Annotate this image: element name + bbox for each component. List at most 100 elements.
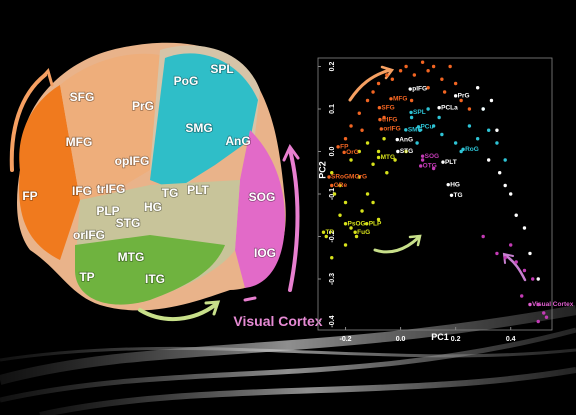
point-label: trIFG	[382, 116, 398, 123]
decoration	[0, 305, 576, 415]
point	[349, 124, 353, 128]
point	[330, 256, 334, 260]
labeled-point	[418, 164, 423, 168]
point	[360, 209, 364, 213]
brain-diagram	[17, 42, 286, 311]
point	[459, 98, 463, 103]
labeled-point	[343, 222, 348, 226]
region-label: PoG	[174, 74, 199, 88]
point-label: AnG	[399, 136, 413, 143]
region-label: TG	[162, 186, 179, 200]
point	[536, 277, 540, 281]
point	[531, 277, 535, 281]
labeled-point	[408, 87, 412, 91]
point	[365, 141, 370, 145]
point	[338, 213, 342, 217]
point	[357, 175, 361, 179]
point	[522, 226, 527, 230]
point	[495, 128, 499, 132]
point	[415, 141, 419, 145]
point	[486, 158, 491, 162]
labeled-point	[376, 155, 381, 160]
labeled-point	[404, 128, 408, 132]
point	[448, 64, 452, 69]
region-label: IOG	[254, 246, 276, 260]
labeled-point	[409, 110, 413, 115]
region-label: MTG	[118, 250, 145, 264]
point	[420, 158, 425, 162]
point	[343, 137, 348, 141]
arrows	[9, 65, 527, 322]
point	[371, 200, 375, 205]
point-label: orIFG	[383, 126, 400, 133]
point	[528, 251, 532, 256]
point	[398, 69, 403, 73]
point	[354, 234, 359, 239]
region-label: PrG	[132, 99, 154, 113]
point	[376, 217, 381, 222]
point	[409, 115, 414, 120]
region-label: MFG	[66, 135, 93, 149]
labeled-point	[453, 94, 458, 98]
y-tick-label: 0.2	[329, 62, 336, 72]
point	[338, 183, 342, 188]
point-label: OrG	[346, 149, 359, 156]
point-label: PCu	[420, 124, 433, 131]
point	[390, 77, 395, 81]
point	[495, 141, 499, 145]
point-label: MFG	[393, 96, 407, 103]
point	[385, 73, 389, 77]
point	[431, 64, 436, 69]
point	[440, 132, 444, 137]
region-label: HG	[144, 200, 162, 214]
labeled-point	[441, 160, 445, 164]
y-tick-label: 0.0	[329, 147, 336, 157]
region-label: SMG	[185, 121, 212, 135]
point	[467, 107, 472, 111]
y-tick-label: -0.4	[329, 315, 336, 327]
region-label: ITG	[145, 272, 165, 286]
y-tick-label: 0.1	[329, 104, 336, 114]
point	[442, 90, 447, 94]
region-label: PLT	[187, 183, 209, 197]
point-label: HG	[450, 181, 460, 188]
point-label: FP	[340, 144, 349, 151]
point	[412, 73, 417, 77]
point	[420, 60, 425, 64]
point	[544, 315, 549, 319]
x-tick-label: 0.2	[451, 336, 461, 343]
point	[357, 149, 361, 154]
point-label: PrG	[458, 93, 470, 100]
point	[404, 149, 408, 154]
point	[332, 192, 337, 196]
point	[365, 98, 370, 103]
point	[426, 69, 430, 73]
point-label: SRoGMOrG	[331, 174, 367, 181]
point-label: PLP	[369, 220, 382, 227]
point	[522, 268, 527, 273]
point	[393, 158, 397, 162]
point	[343, 200, 348, 205]
x-tick-label: 0.4	[506, 336, 516, 343]
x-axis-label: PC1	[431, 332, 449, 342]
point	[404, 64, 408, 69]
labeled-point	[395, 137, 399, 142]
labeled-point	[396, 149, 400, 154]
region-label: IFG	[72, 184, 92, 198]
region-label: orIFG	[73, 228, 105, 242]
region-label: trIFG	[97, 182, 126, 196]
labeled-point	[461, 147, 465, 152]
point-label: PCLa	[441, 104, 458, 111]
labeled-point	[449, 193, 454, 197]
point	[409, 98, 414, 103]
point	[426, 107, 430, 111]
region-label: SPL	[210, 62, 233, 76]
point	[514, 213, 518, 217]
point	[437, 115, 441, 120]
point	[376, 81, 381, 86]
region-label: SFG	[70, 90, 95, 104]
point-label: SOG	[425, 153, 439, 160]
point	[503, 158, 507, 162]
point	[536, 319, 540, 324]
